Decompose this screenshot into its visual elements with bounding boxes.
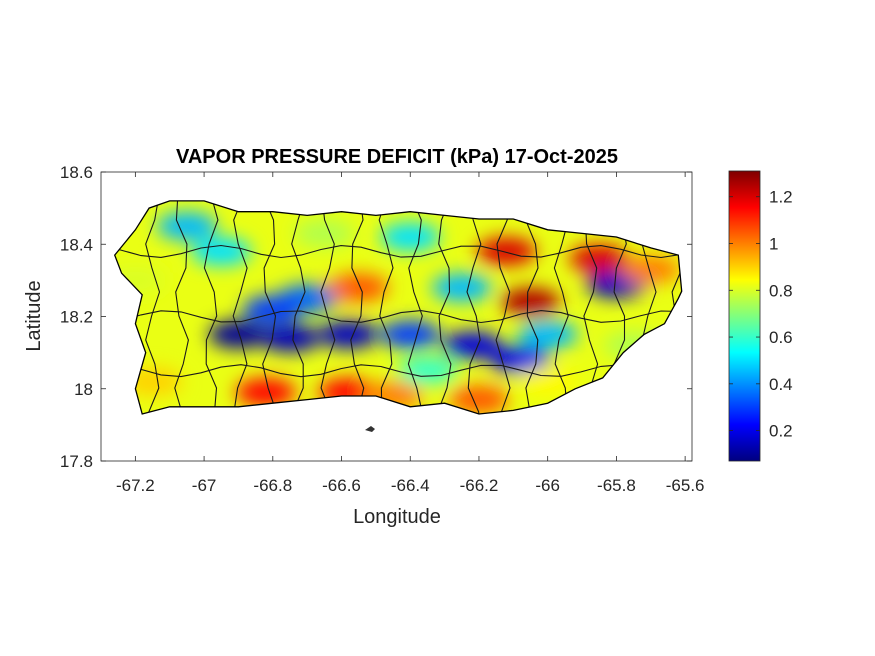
vpd-feature-16 bbox=[500, 288, 561, 317]
vpd-feature-4 bbox=[442, 331, 503, 360]
x-tick-label: -66.2 bbox=[460, 476, 499, 495]
vpd-feature-17 bbox=[569, 244, 630, 273]
x-axis: -67.2 -67 -66.8 -66.6 -66.4 -66.2 -66 -65.8 -65.… bbox=[116, 172, 705, 495]
vpd-feature-18 bbox=[620, 255, 681, 284]
vpd-feature-15 bbox=[476, 237, 537, 266]
x-tick-label: -66.6 bbox=[322, 476, 361, 495]
y-tick-label: 18.6 bbox=[60, 163, 93, 182]
vpd-feature-12 bbox=[431, 273, 492, 302]
vpd-heatmap bbox=[114, 200, 682, 414]
municipality-line bbox=[145, 200, 161, 414]
x-axis-label: Longitude bbox=[353, 506, 441, 528]
y-tick-label: 17.8 bbox=[60, 452, 93, 471]
colorbar-tick-label: 0.8 bbox=[769, 281, 793, 300]
municipality-line bbox=[466, 200, 482, 414]
vpd-feature-1 bbox=[259, 324, 320, 353]
y-axis: 17.8 18 18.2 18.4 18.6 bbox=[60, 163, 692, 471]
y-axis-label: Latitude bbox=[23, 280, 45, 351]
vpd-feature-3 bbox=[380, 320, 441, 349]
vpd-feature-23 bbox=[448, 385, 509, 414]
colorbar bbox=[728, 170, 761, 462]
vpd-feature-9 bbox=[191, 237, 252, 266]
chart-title: VAPOR PRESSURE DEFICIT (kPa) 17-Oct-2025 bbox=[176, 146, 618, 168]
x-tick-label: -66.4 bbox=[391, 476, 430, 495]
x-tick-label: -65.6 bbox=[666, 476, 705, 495]
municipality-line bbox=[114, 244, 682, 259]
vpd-feature-14 bbox=[397, 356, 458, 385]
x-tick-label: -66 bbox=[535, 476, 560, 495]
x-tick-label: -66.8 bbox=[253, 476, 292, 495]
x-tick-label: -67.2 bbox=[116, 476, 155, 495]
vpd-feature-10 bbox=[156, 212, 217, 241]
small-islet bbox=[365, 426, 375, 432]
colorbar-tick-label: 0.2 bbox=[769, 422, 793, 441]
colorbar-tick-label: 0.4 bbox=[769, 375, 793, 394]
vpd-feature-28 bbox=[294, 219, 355, 248]
vpd-feature-19 bbox=[328, 273, 389, 302]
colorbar-ticks: 0.2 0.4 0.6 0.8 1 1.2 bbox=[729, 188, 793, 441]
y-tick-label: 18.2 bbox=[60, 308, 93, 327]
municipality-line bbox=[114, 310, 682, 324]
y-tick-label: 18.4 bbox=[60, 235, 93, 254]
vpd-feature-11 bbox=[380, 223, 441, 252]
municipality-line bbox=[495, 200, 511, 414]
municipality-line bbox=[114, 364, 682, 378]
island-outline bbox=[113, 200, 683, 415]
vpd-feature-20 bbox=[235, 378, 296, 407]
x-tick-label: -65.8 bbox=[597, 476, 636, 495]
x-tick-label: -67 bbox=[192, 476, 217, 495]
vpd-feature-0 bbox=[208, 320, 269, 349]
vpd-feature-2 bbox=[318, 320, 379, 349]
y-tick-label: 18 bbox=[74, 380, 93, 399]
vpd-feature-26 bbox=[517, 367, 578, 396]
heat-features bbox=[114, 212, 681, 414]
colorbar-tick-label: 1.2 bbox=[769, 188, 793, 207]
vpd-feature-13 bbox=[517, 320, 578, 349]
colorbar-tick-label: 1 bbox=[769, 235, 778, 254]
colorbar-tick-label: 0.6 bbox=[769, 328, 793, 347]
